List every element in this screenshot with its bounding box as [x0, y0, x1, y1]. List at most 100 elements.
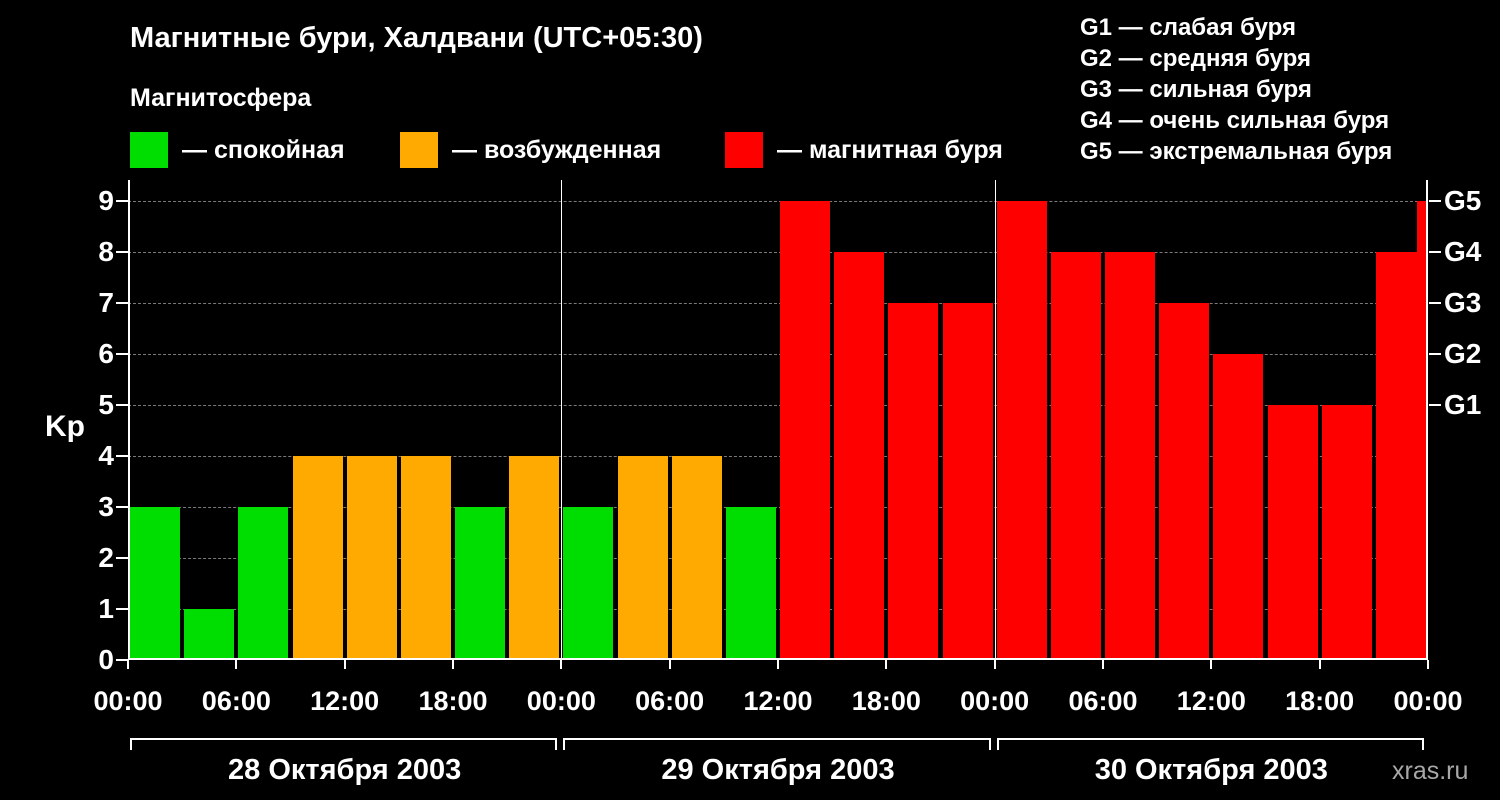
date-bracket-cap	[1422, 738, 1424, 750]
gridline	[128, 201, 1428, 202]
legend-label-storm: — магнитная буря	[777, 135, 1003, 164]
kp-bar	[455, 507, 506, 660]
day-separator	[994, 180, 996, 660]
x-tick-label: 00:00	[526, 686, 596, 716]
y-tick-label: 5	[98, 389, 114, 420]
g-scale-label: G4	[1444, 236, 1482, 267]
plot-area	[128, 180, 1428, 660]
y-tick-mark	[116, 659, 128, 661]
kp-bar	[563, 507, 614, 660]
gridline	[128, 609, 1428, 610]
g-tick-mark	[1429, 251, 1441, 253]
x-tick-label: 06:00	[635, 686, 705, 716]
date-bracket	[130, 738, 558, 740]
g-legend-line-1: G1 — слабая буря	[1080, 14, 1297, 41]
date-bracket-cap	[563, 738, 566, 750]
y-tick-label: 6	[98, 338, 114, 369]
kp-bar	[671, 456, 722, 660]
kp-bar	[996, 201, 1047, 660]
g-legend-line-3: G3 — сильная буря	[1080, 76, 1312, 103]
date-bracket-cap	[996, 738, 999, 750]
kp-bar	[184, 609, 235, 660]
g-scale-label: G3	[1444, 287, 1482, 318]
y-tick-mark	[116, 608, 128, 610]
kp-bar	[617, 456, 668, 660]
kp-bar	[942, 303, 993, 660]
kp-bar	[1321, 405, 1372, 660]
x-tick-label: 12:00	[1176, 686, 1246, 716]
g-scale-label: G2	[1444, 338, 1482, 369]
x-tick-mark	[1210, 660, 1213, 669]
kp-bar	[509, 456, 560, 660]
g-scale-label: G1	[1444, 389, 1482, 420]
x-tick-mark	[1102, 660, 1104, 669]
y-axis-line	[128, 180, 130, 660]
storm-color-swatch	[725, 132, 763, 168]
x-tick-mark	[127, 660, 129, 669]
x-tick-label: 06:00	[1068, 686, 1138, 716]
y-tick-label: 4	[98, 440, 114, 471]
date-bracket	[563, 738, 991, 740]
gridline	[128, 456, 1428, 457]
x-tick-mark	[343, 660, 346, 669]
x-tick-mark	[235, 660, 238, 669]
legend-title: Магнитосфера	[130, 84, 312, 112]
legend-item-quiet: — спокойная	[130, 132, 345, 168]
g-tick-mark	[1429, 404, 1441, 406]
y-axis-title: Kp	[45, 410, 85, 443]
x-tick-label: 18:00	[851, 686, 921, 716]
x-tick-mark	[560, 660, 563, 669]
kp-bar	[400, 456, 451, 660]
date-bracket-cap	[555, 738, 558, 750]
y-tick-label: 9	[98, 185, 114, 216]
date-bracket	[996, 738, 1424, 740]
date-label: 28 Октября 2003	[228, 754, 462, 786]
kp-bar	[1105, 252, 1156, 660]
x-tick-label: 00:00	[1393, 686, 1463, 716]
watermark: xras.ru	[1392, 757, 1469, 785]
g-tick-mark	[1429, 302, 1441, 304]
x-tick-label: 18:00	[1285, 686, 1355, 716]
x-tick-mark	[885, 660, 888, 669]
x-tick-mark	[452, 660, 454, 669]
gridline	[128, 507, 1428, 508]
g-legend-line-4: G4 — очень сильная буря	[1080, 107, 1390, 134]
kp-bar	[1050, 252, 1101, 660]
y-tick-label: 8	[98, 236, 114, 267]
gridline	[128, 558, 1428, 559]
y-tick-label: 3	[98, 491, 114, 522]
kp-bar	[888, 303, 939, 660]
y-tick-mark	[116, 353, 128, 355]
x-tick-mark	[668, 660, 671, 669]
kp-bar	[238, 507, 289, 660]
x-tick-label: 00:00	[93, 686, 163, 716]
kp-bar	[346, 456, 397, 660]
kp-bar	[292, 456, 343, 660]
y-tick-mark	[116, 200, 128, 202]
active-color-swatch	[400, 132, 438, 168]
y-tick-label: 0	[98, 644, 114, 675]
gridline	[128, 405, 1428, 406]
x-tick-label: 18:00	[418, 686, 488, 716]
day-separator	[561, 180, 563, 660]
gridline	[128, 354, 1428, 355]
legend-item-active: — возбужденная	[400, 132, 661, 168]
x-tick-label: 06:00	[201, 686, 271, 716]
g-scale-legend: G1 — слабая буря G2 — средняя буря G3 — …	[1080, 12, 1392, 167]
date-label: 30 Октября 2003	[1094, 754, 1328, 786]
kp-bar	[725, 507, 776, 660]
legend-label-active: — возбужденная	[452, 135, 662, 164]
y-tick-label: 2	[98, 542, 114, 573]
x-axis-line	[128, 658, 1428, 660]
kp-bar	[1159, 303, 1210, 660]
kp-bar	[1213, 354, 1264, 660]
y-tick-mark	[116, 404, 128, 406]
x-tick-label: 12:00	[310, 686, 380, 716]
g-legend-line-5: G5 — экстремальная буря	[1080, 138, 1393, 165]
g-scale-label: G5	[1444, 185, 1482, 216]
kp-bar-partial	[1417, 201, 1428, 660]
x-tick-mark	[993, 660, 996, 669]
right-axis-line	[1426, 180, 1428, 660]
x-tick-label: 00:00	[960, 686, 1030, 716]
